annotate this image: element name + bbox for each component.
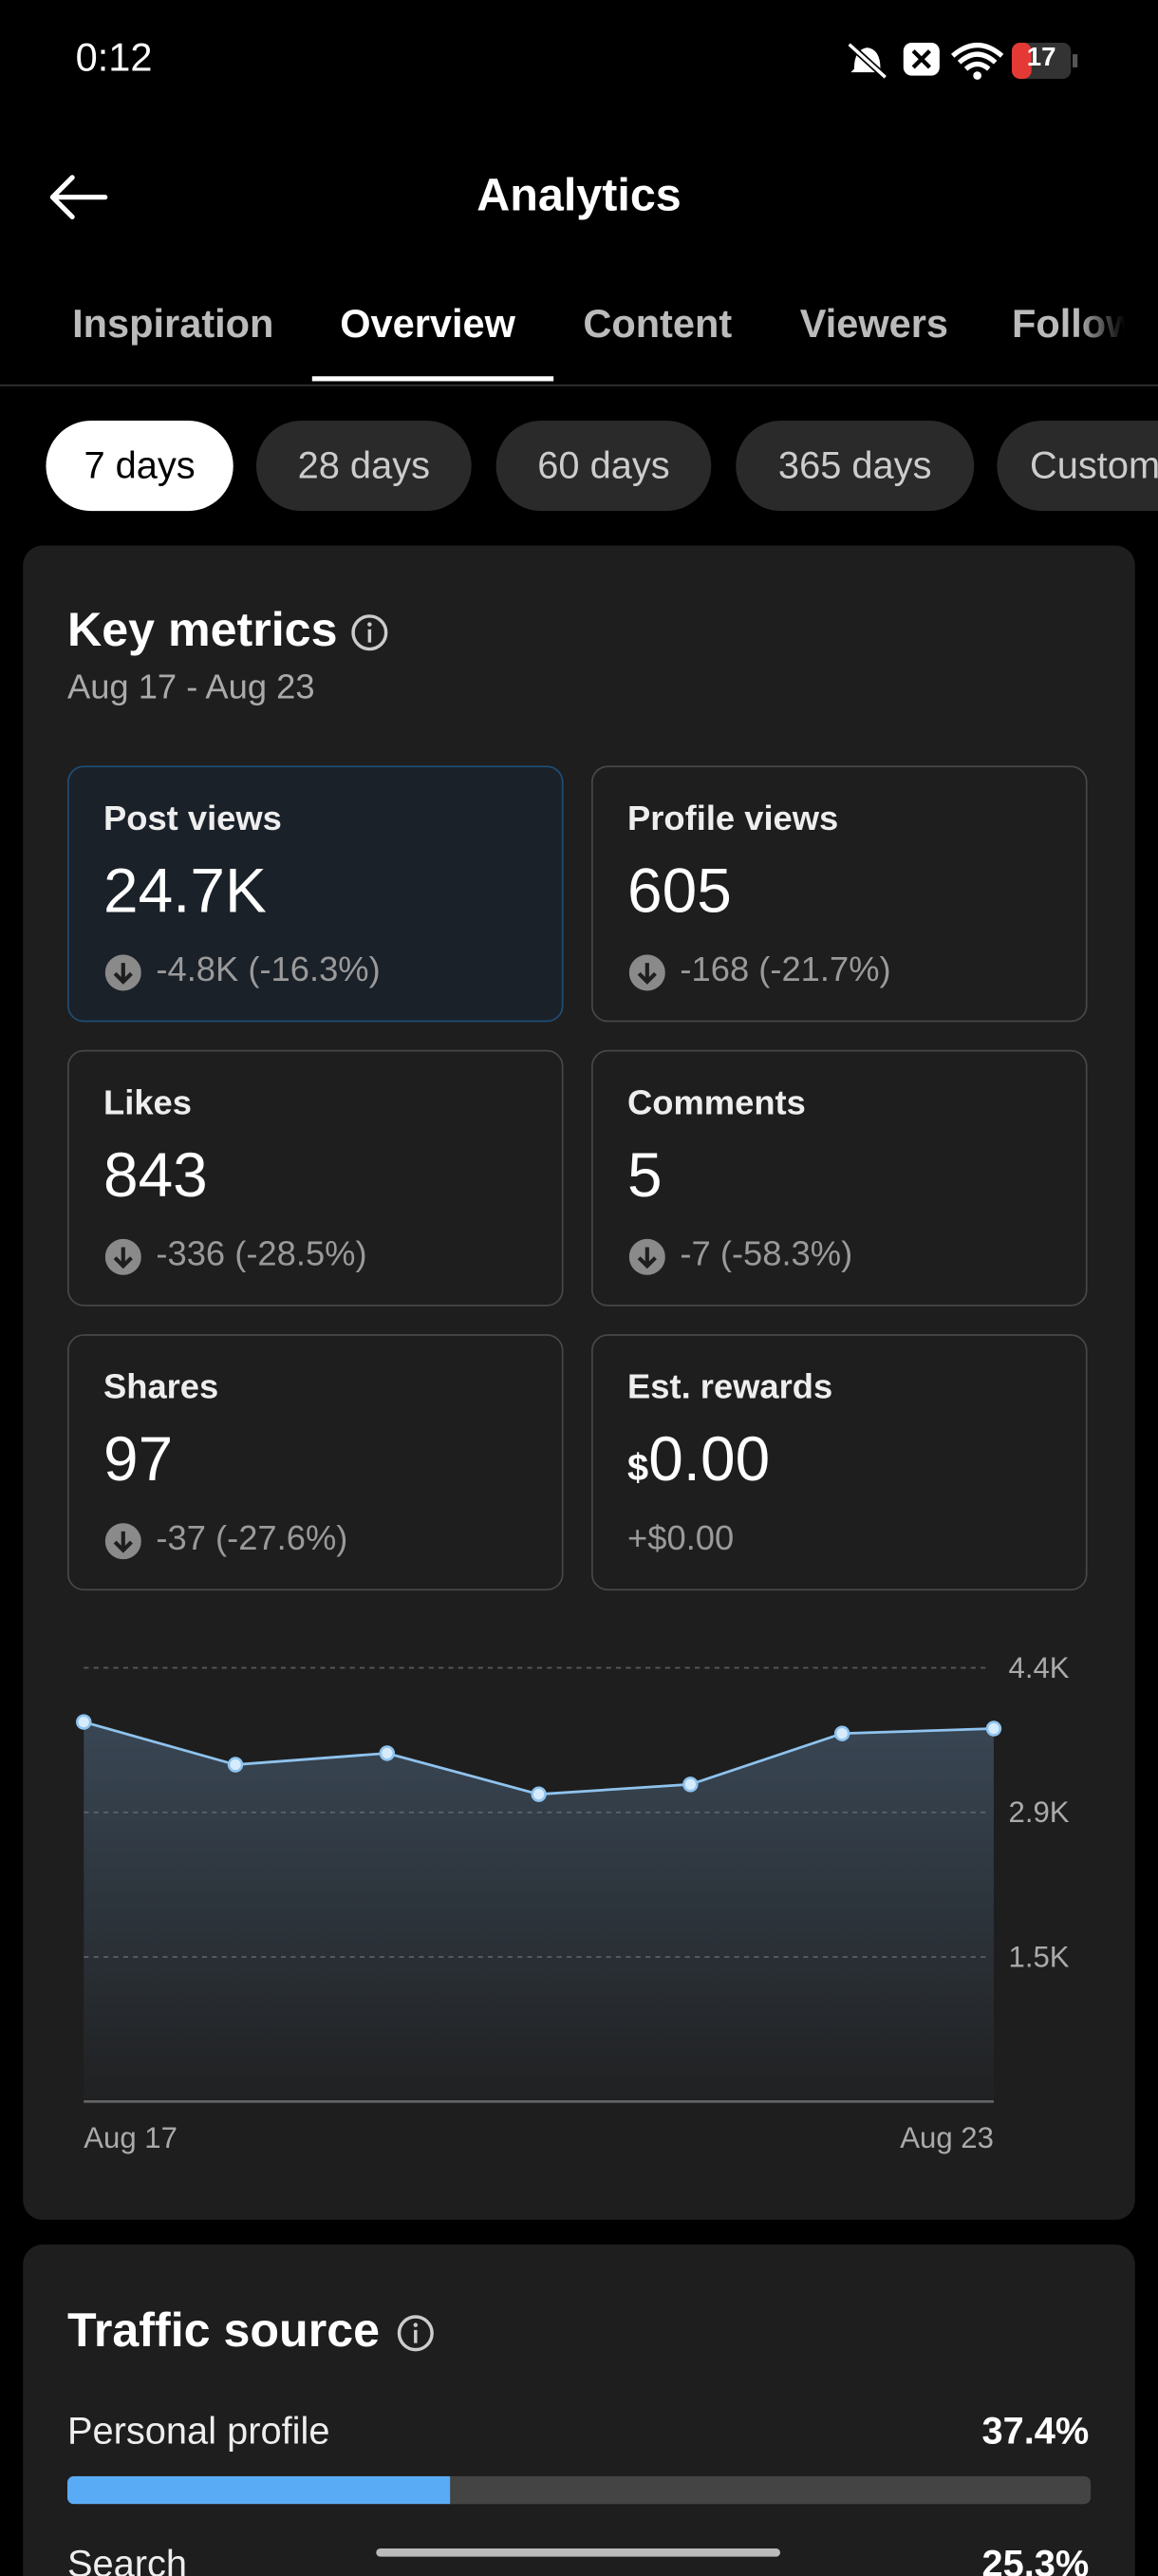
range-pill[interactable]: Custom [997, 421, 1158, 512]
currency-symbol: $ [627, 1445, 649, 1489]
point [227, 1757, 244, 1773]
source-value: 25.3% [981, 2542, 1090, 2576]
metric-card[interactable]: Est. rewards $0.00 +$0.00 [590, 1334, 1088, 1591]
metric-change: -168 (-21.7%) [680, 950, 891, 989]
metric-change: -7 (-58.3%) [680, 1235, 853, 1274]
metric-value: 605 [627, 857, 732, 928]
tab-divider [0, 384, 1158, 386]
metric-card[interactable]: Profile views 605 -168 (-21.7%) [590, 765, 1088, 1023]
tab[interactable]: Viewers [799, 302, 949, 348]
info-icon[interactable] [396, 2314, 436, 2354]
range-pill-active[interactable]: 7 days [46, 421, 233, 512]
metric-value: 843 [103, 1141, 208, 1212]
status-time: 0:12 [75, 36, 153, 81]
section-title: Key metrics [66, 604, 338, 658]
point [985, 1720, 1002, 1737]
bar-track [66, 2475, 1092, 2505]
down-icon [628, 1238, 665, 1275]
x-tick-label: Aug 23 [900, 2121, 994, 2154]
metric-card[interactable]: Post views 24.7K -4.8K (-16.3%) [66, 765, 564, 1023]
icon-arrow [113, 1531, 133, 1553]
date-range: Aug 17 - Aug 23 [66, 668, 315, 707]
point [682, 1777, 699, 1793]
icon-arrow [113, 1247, 133, 1269]
page-title: Analytics [476, 169, 682, 220]
down-icon [628, 954, 665, 991]
tab-indicator [311, 376, 554, 382]
icon-arrow [637, 963, 657, 985]
metric-value: $0.00 [627, 1426, 770, 1496]
range-pill[interactable]: 60 days [495, 421, 712, 512]
point [531, 1786, 547, 1802]
home-indicator [376, 2548, 780, 2557]
metric-label: Post views [103, 799, 282, 838]
y-tick-label: 2.9K [1009, 1796, 1070, 1829]
point [76, 1714, 92, 1730]
status-icons [845, 40, 1078, 82]
metric-card[interactable]: Shares 97 -37 (-27.6%) [66, 1334, 564, 1591]
metric-change: +$0.00 [627, 1519, 735, 1558]
source-label: Search [66, 2542, 188, 2576]
metric-value: 24.7K [103, 857, 267, 928]
down-icon [104, 954, 141, 991]
x-tick-label: Aug 17 [84, 2121, 177, 2154]
tab-fade [1075, 271, 1158, 379]
point [379, 1745, 396, 1761]
tab[interactable]: Content [583, 302, 733, 348]
info-icon[interactable] [350, 612, 390, 652]
y-tick-label: 4.4K [1009, 1651, 1070, 1684]
traffic-panel [23, 2244, 1135, 2576]
down-icon [104, 1238, 141, 1275]
metric-change: -4.8K (-16.3%) [156, 950, 381, 989]
source-label: Personal profile [66, 2408, 330, 2452]
point [833, 1725, 850, 1741]
metric-label: Profile views [627, 799, 839, 838]
range-pill[interactable]: 28 days [255, 421, 472, 512]
area [84, 1721, 994, 2102]
metric-card[interactable]: Likes 843 -336 (-28.5%) [66, 1049, 564, 1307]
metric-value: 5 [627, 1141, 663, 1212]
metric-value-number: 0.00 [648, 1426, 771, 1495]
icon-arrow [113, 963, 133, 985]
metric-card[interactable]: Comments 5 -7 (-58.3%) [590, 1049, 1088, 1307]
bar [66, 2475, 451, 2505]
tab-active[interactable]: Overview [340, 302, 515, 348]
section-title: Traffic source [66, 2304, 381, 2359]
battery-level: 17 [1026, 44, 1056, 73]
metric-change: -336 (-28.5%) [156, 1235, 367, 1274]
back-button[interactable] [46, 171, 111, 223]
metric-label: Est. rewards [627, 1368, 833, 1407]
y-tick-label: 1.5K [1009, 1940, 1070, 1973]
icon-arrow [637, 1247, 657, 1269]
source-value: 37.4% [981, 2408, 1090, 2452]
down-icon [104, 1523, 141, 1560]
metric-label: Likes [103, 1084, 192, 1122]
range-pill[interactable]: 365 days [736, 421, 975, 512]
metric-change: -37 (-27.6%) [156, 1519, 348, 1558]
tab[interactable]: Inspiration [72, 302, 274, 348]
metric-label: Shares [103, 1368, 219, 1407]
metric-label: Comments [627, 1084, 806, 1122]
metric-value: 97 [103, 1426, 174, 1495]
